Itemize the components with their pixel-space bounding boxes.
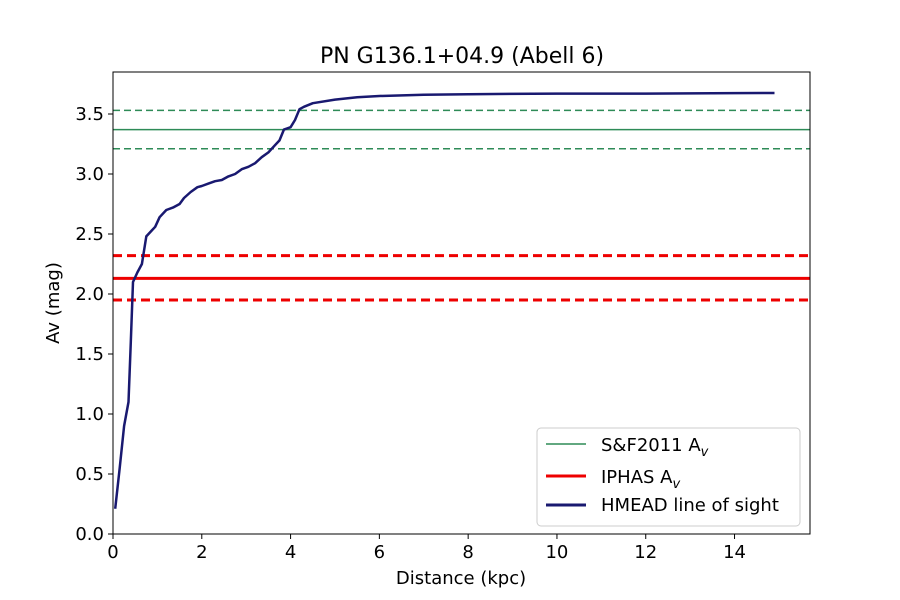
series-line-hmead [113,91,775,509]
legend-label-sf2011-sub: v [701,445,709,460]
legend-label-hmead: HMEAD line of sight [601,495,779,516]
plot-area [113,91,810,509]
y-axis-ticks: 0.0 0.5 1.0 1.5 2.0 2.5 3.0 3.5 [75,104,113,545]
y-tick-label: 1.5 [75,344,104,365]
y-tick-label: 0.0 [75,524,104,545]
y-tick-label: 0.5 [75,464,104,485]
x-tick-label: 12 [634,542,657,563]
axes-frame [112,71,811,535]
x-tick-label: 6 [374,542,385,563]
legend-box [536,427,801,527]
x-tick-label: 0 [107,542,118,563]
y-tick-label: 3.0 [75,164,104,185]
legend-label-iphas: IPHAS Av [601,467,680,492]
legend-label-sf2011: S&F2011 Av [601,435,709,460]
x-axis-ticks: 0 2 4 6 8 10 12 14 [107,534,746,563]
legend-label-sf2011-main: S&F2011 A [601,435,701,456]
y-tick-label: 1.0 [75,404,104,425]
x-tick-label: 14 [723,542,746,563]
y-tick-label: 2.5 [75,224,104,245]
x-axis-label: Distance (kpc) [396,568,526,589]
x-tick-label: 2 [196,542,207,563]
legend: S&F2011 Av IPHAS Av HMEAD line of sight [536,427,801,527]
x-tick-label: 4 [285,542,296,563]
y-tick-label: 2.0 [75,284,104,305]
legend-label-iphas-main: IPHAS A [601,467,673,488]
y-tick-label: 3.5 [75,104,104,125]
y-axis-label: Av (mag) [43,262,64,344]
x-tick-label: 8 [462,542,473,563]
chart-title: PN G136.1+04.9 (Abell 6) [320,44,604,69]
x-tick-label: 10 [545,542,568,563]
legend-label-iphas-sub: v [672,477,680,492]
